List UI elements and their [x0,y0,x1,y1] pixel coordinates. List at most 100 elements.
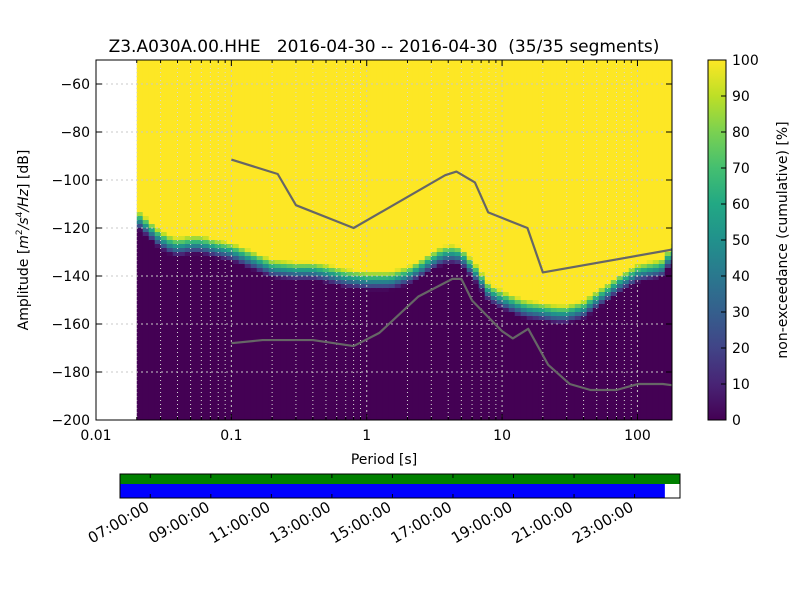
heatmap-cell [335,108,342,113]
heatmap-cell [239,180,246,185]
heatmap-cell [263,288,270,293]
heatmap-cell [311,168,318,173]
heatmap-cell [311,104,318,109]
heatmap-cell [437,120,444,125]
heatmap-cell [287,412,294,417]
heatmap-cell [143,240,150,245]
heatmap-cell [317,276,324,281]
heatmap-cell [245,148,252,153]
heatmap-cell [299,240,306,245]
heatmap-cell [365,412,372,417]
heatmap-cell [197,268,204,273]
heatmap-cell [197,356,204,361]
heatmap-cell [275,268,282,273]
heatmap-cell [377,412,384,417]
heatmap-cell [245,300,252,305]
heatmap-cell [395,248,402,253]
heatmap-cell [413,112,420,117]
heatmap-cell [401,192,408,197]
heatmap-cell [173,64,180,69]
heatmap-cell [275,208,282,213]
heatmap-cell [191,144,198,149]
heatmap-cell [137,376,144,381]
heatmap-cell [137,240,144,245]
heatmap-cell [257,88,264,93]
heatmap-cell [401,280,408,285]
heatmap-cell [263,72,270,77]
heatmap-cell [173,104,180,109]
heatmap-cell [449,220,456,225]
heatmap-cell [251,236,258,241]
heatmap-cell [425,204,432,209]
heatmap-cell [161,260,168,265]
heatmap-cell [401,284,408,289]
heatmap-cell [245,204,252,209]
heatmap-cell [227,164,234,169]
heatmap-cell [245,224,252,229]
heatmap-cell [359,376,366,381]
heatmap-cell [203,220,210,225]
heatmap-cell [149,248,156,253]
heatmap-cell [245,76,252,81]
heatmap-cell [179,276,186,281]
heatmap-cell [449,124,456,129]
heatmap-cell [383,288,390,293]
heatmap-cell [173,264,180,269]
heatmap-cell [197,340,204,345]
heatmap-cell [143,352,150,357]
heatmap-cell [251,112,258,117]
heatmap-cell [347,112,354,117]
heatmap-cell [383,292,390,297]
heatmap-cell [209,112,216,117]
heatmap-cell [161,404,168,409]
heatmap-cell [143,348,150,353]
heatmap-cell [413,316,420,321]
heatmap-cell [329,64,336,69]
heatmap-cell [365,296,372,301]
heatmap-cell [137,96,144,101]
heatmap-cell [395,400,402,405]
heatmap-cell [137,132,144,137]
heatmap-cell [347,400,354,405]
heatmap-cell [227,116,234,121]
heatmap-cell [239,108,246,113]
heatmap-cell [257,216,264,221]
heatmap-cell [305,304,312,309]
heatmap-cell [389,268,396,273]
heatmap-cell [389,156,396,161]
heatmap-cell [305,140,312,145]
heatmap-cell [167,392,174,397]
heatmap-cell [377,312,384,317]
heatmap-cell [299,408,306,413]
heatmap-cell [263,324,270,329]
heatmap-cell [317,60,324,65]
heatmap-cell [227,348,234,353]
heatmap-cell [263,160,270,165]
heatmap-cell [233,348,240,353]
heatmap-cell [317,268,324,273]
heatmap-cell [335,280,342,285]
heatmap-cell [449,184,456,189]
heatmap-cell [347,240,354,245]
heatmap-cell [341,292,348,297]
heatmap-cell [425,160,432,165]
heatmap-cell [275,256,282,261]
heatmap-cell [167,228,174,233]
heatmap-cell [299,324,306,329]
heatmap-cell [245,248,252,253]
heatmap-cell [329,384,336,389]
heatmap-cell [227,132,234,137]
heatmap-cell [287,180,294,185]
heatmap-cell [173,364,180,369]
heatmap-cell [197,116,204,121]
heatmap-cell [137,324,144,329]
heatmap-cell [275,168,282,173]
heatmap-cell [227,360,234,365]
heatmap-cell [347,364,354,369]
heatmap-cell [281,316,288,321]
heatmap-cell [167,360,174,365]
heatmap-cell [299,72,306,77]
heatmap-cell [179,240,186,245]
heatmap-cell [347,108,354,113]
heatmap-cell [449,160,456,165]
